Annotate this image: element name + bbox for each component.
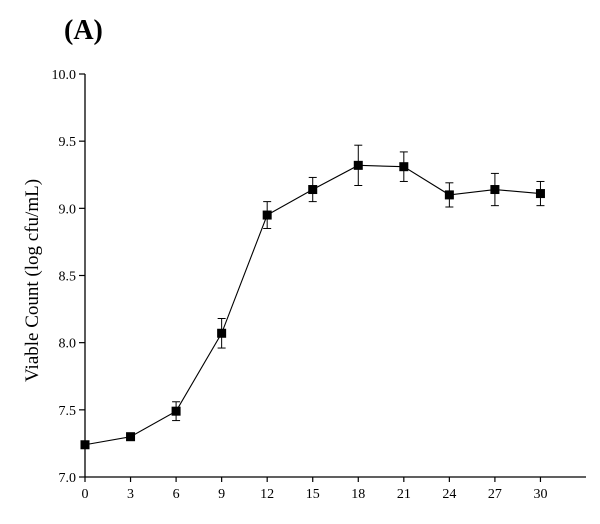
x-tick-label: 6 [173,487,180,502]
x-tick-label: 21 [397,487,411,502]
x-axis-ticks: 0 3 6 9 12 15 18 21 24 27 30 [82,477,547,502]
series-line [84,164,541,446]
data-point [399,162,409,172]
data-point [80,440,90,450]
data-point [535,189,545,199]
axes [84,74,586,478]
x-tick-label: 12 [260,487,274,502]
data-point [353,160,363,170]
x-tick-label: 30 [533,487,547,502]
x-tick-label: 24 [442,487,456,502]
x-tick-label: 18 [351,487,365,502]
y-tick-label: 9.0 [59,202,77,217]
data-point [217,328,227,338]
x-tick-label: 9 [218,487,225,502]
y-axis-ticks: 7.0 7.5 8.0 8.5 9.0 9.5 10.0 [52,68,85,486]
data-point [444,190,454,200]
x-tick-label: 15 [306,487,320,502]
data-point [308,185,318,195]
data-point [262,210,272,220]
y-tick-label: 8.0 [59,337,77,352]
y-tick-label: 10.0 [52,68,77,83]
y-tick-label: 7.0 [59,471,77,486]
data-point [490,185,500,195]
data-point [171,406,181,416]
panel-label: (A) [64,15,103,46]
y-tick-label: 8.5 [59,270,77,285]
y-tick-label: 7.5 [59,404,77,419]
y-tick-label: 9.5 [59,135,77,150]
x-tick-label: 3 [127,487,134,502]
x-tick-label: 27 [488,487,502,502]
x-tick-label: 0 [82,487,89,502]
data-series [80,144,545,450]
y-axis-title: Viable Count (log cfu/mL) [22,179,43,382]
data-point [126,432,136,442]
